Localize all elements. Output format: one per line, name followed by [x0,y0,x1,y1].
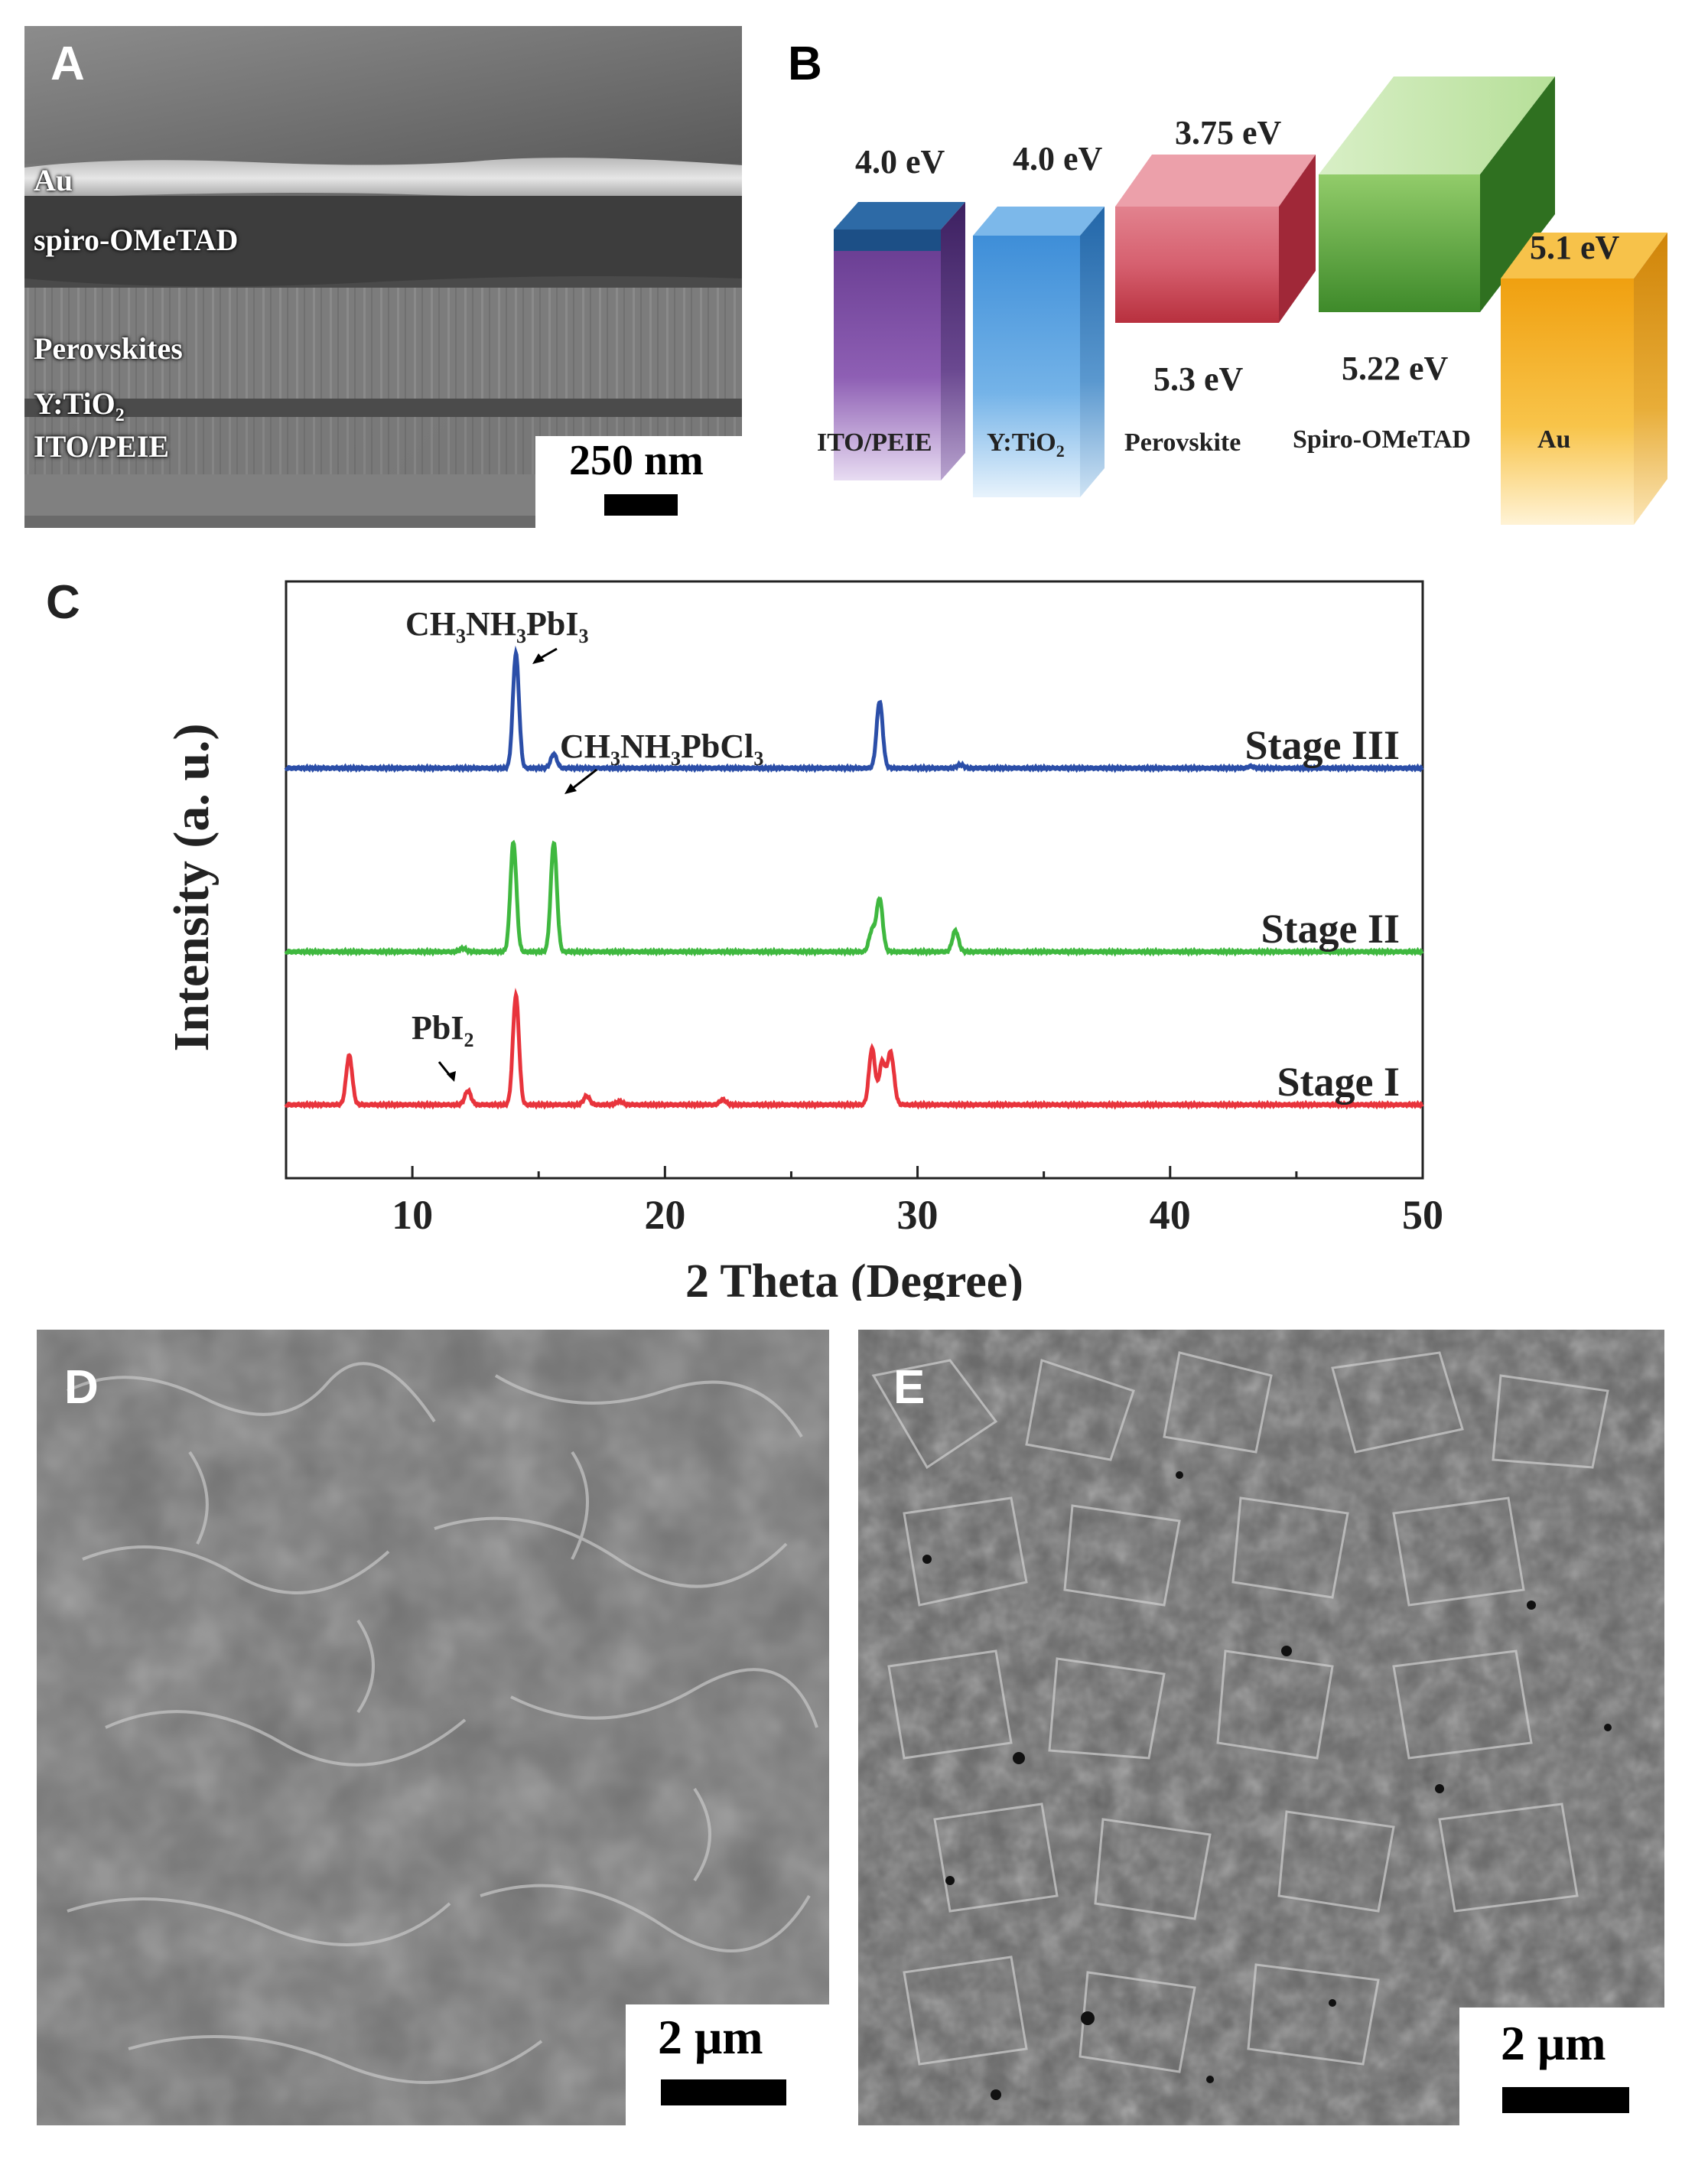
series-label: Stage II [1261,906,1400,952]
plot-frame [285,580,1424,1180]
layer-label-au: Au [34,163,73,197]
panel-a-letter: A [50,37,85,90]
block-name-ito-peie: ITO/PEIE [817,428,932,457]
scale-label-a: 250 nm [569,437,704,484]
series-label: Stage III [1244,722,1400,768]
series-line-stage-iii [284,645,1424,773]
panel-b-letter: B [788,37,822,90]
scale-bar-d [661,2079,786,2105]
x-axis-ticks: 10 20 30 40 50 [285,1166,1443,1238]
x-tick-label: 30 [897,1192,939,1238]
energy-tio2-top: 4.0 eV [1013,140,1103,177]
scale-bar-a [604,494,678,516]
energy-perovskite-top: 3.75 eV [1175,114,1282,151]
series-line-stage-ii [284,839,1424,957]
band-block-ito-peie [834,202,965,480]
arrow-mapbcl3-head [564,783,577,794]
block-name-au: Au [1537,425,1571,454]
series-line-stage-i [284,988,1424,1110]
x-tick-label: 20 [644,1192,685,1238]
annotation-pbi2: PbI2 [412,1009,473,1051]
layer-label-spiro: spiro-OMeTAD [34,223,239,257]
series-labels: Stage III Stage II Stage I [1244,722,1400,1105]
energy-au-top: 5.1 eV [1530,229,1620,266]
panel-a-sem-cross-section: A Au spiro-OMeTAD Perovskites Y:TiO2 ITO… [24,26,742,528]
panel-e-letter: E [893,1361,926,1414]
sem-d-texture [37,1330,829,2125]
layer-label-y-tio2: Y:TiO2 [34,386,125,425]
x-tick-label: 50 [1402,1192,1443,1238]
y-axis-label: Intensity (a. u.) [164,723,220,1051]
series-label: Stage I [1277,1059,1401,1105]
panel-e-sem-image: E 2 μm [858,1330,1664,2125]
x-tick-label: 40 [1150,1192,1191,1238]
scale-bar-e [1502,2087,1629,2113]
layer-label-perovskites: Perovskites [34,331,183,366]
band-block-au [1501,233,1667,525]
x-axis-label: 2 Theta (Degree) [685,1255,1023,1301]
x-tick-label: 10 [392,1192,433,1238]
energy-perovskite-bottom: 5.3 eV [1153,360,1244,398]
block-name-y-tio2: Y:TiO2 [987,428,1065,461]
sem-e-texture [858,1330,1664,2125]
energy-spiro-bottom: 5.22 eV [1342,350,1449,387]
block-name-spiro: Spiro-OMeTAD [1293,425,1471,454]
band-block-perovskite [1115,155,1316,323]
xrd-traces [284,645,1424,1110]
panel-d-sem-image: D 2 μm [37,1330,829,2125]
panel-b-band-diagram [834,77,1667,525]
band-block-y-tio2 [973,207,1105,497]
layer-label-ito-peie: ITO/PEIE [34,429,170,464]
annotation-mapbcl3: CH3NH3PbCl3 [560,728,763,770]
panel-c-letter: C [46,576,80,629]
panel-d-letter: D [64,1361,99,1414]
energy-ito-top: 4.0 eV [855,143,945,181]
arrow-pbi2-head [447,1071,456,1082]
arrow-mapbi3-head [532,653,545,664]
scale-label-d: 2 μm [658,2010,763,2064]
xrd-chart: 10 20 30 40 50 Stage III Stage II Stage I 2 Th… [164,580,1443,1301]
annotation-mapbi3: CH3NH3PbI3 [405,605,588,647]
block-name-perovskite: Perovskite [1124,428,1241,457]
scale-label-e: 2 μm [1501,2016,1606,2070]
band-block-spiro [1319,77,1555,312]
